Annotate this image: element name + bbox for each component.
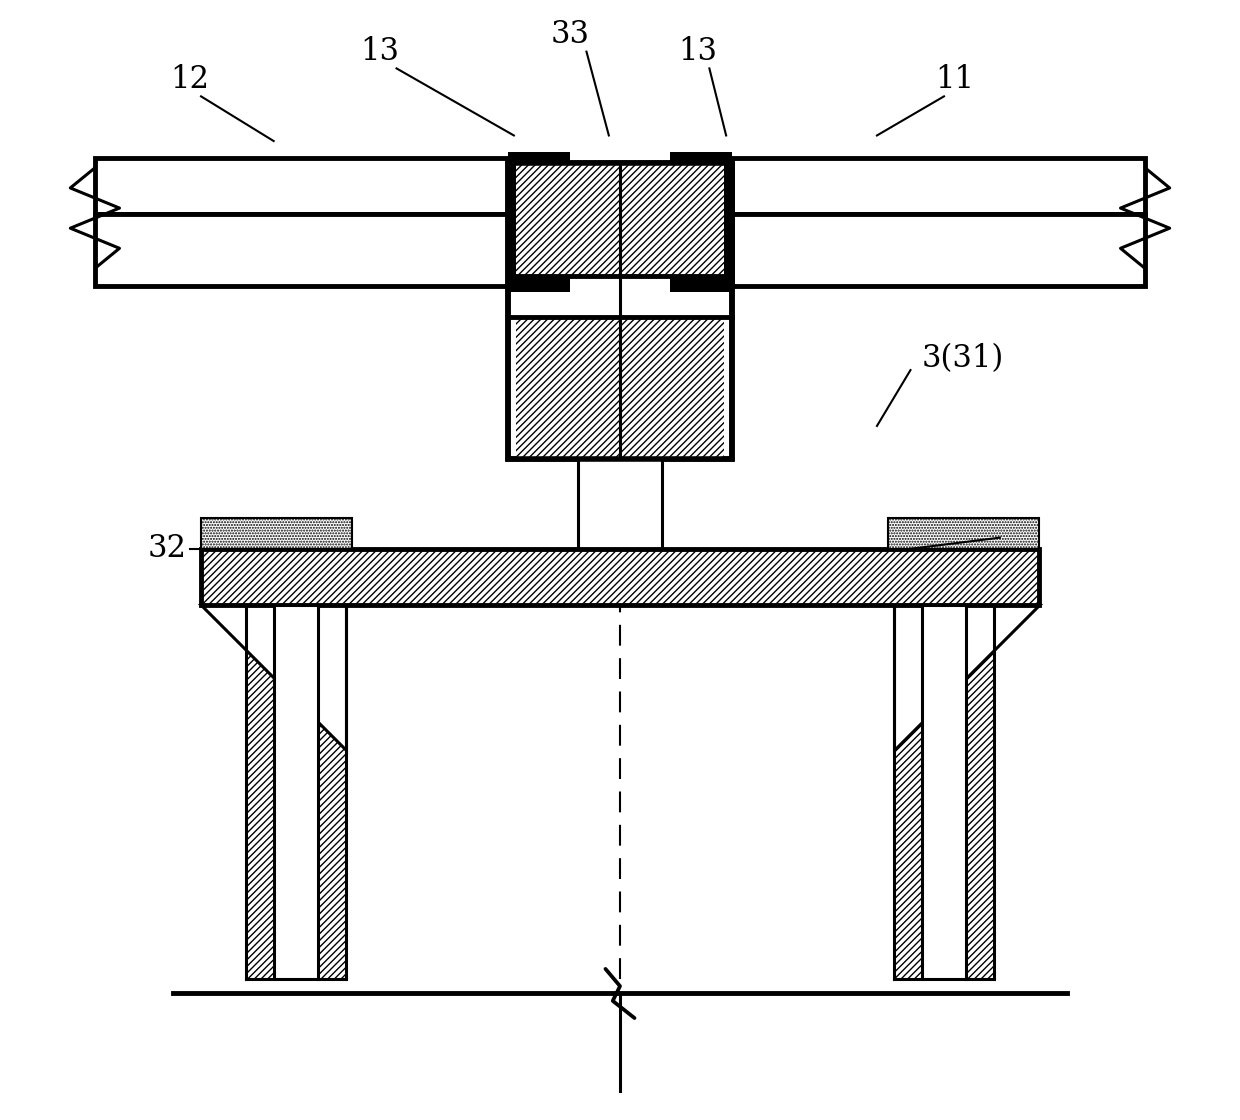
Bar [508,164,732,459]
Text: 32: 32 [148,533,187,564]
Bar [201,549,1039,605]
Bar [201,517,352,549]
Bar [516,317,724,459]
Text: 13: 13 [361,36,399,67]
Text: 11: 11 [936,64,975,95]
Text: 12: 12 [170,64,210,95]
Text: 13: 13 [678,36,718,67]
Bar [95,158,508,214]
Bar [508,152,569,292]
Bar [732,158,1145,214]
Bar [732,214,1145,287]
Bar [671,152,732,292]
Text: 32: 32 [1003,522,1042,553]
Bar [95,214,508,287]
Bar [888,517,1039,549]
Bar [894,605,994,979]
Polygon shape [894,605,1039,750]
Polygon shape [201,605,346,750]
Text: 3(31): 3(31) [921,344,1004,374]
Bar [516,164,724,276]
Bar [921,605,966,979]
Bar [246,605,346,979]
Bar [274,605,319,979]
Bar [578,459,662,549]
Bar [508,164,732,459]
Text: 33: 33 [551,19,589,50]
